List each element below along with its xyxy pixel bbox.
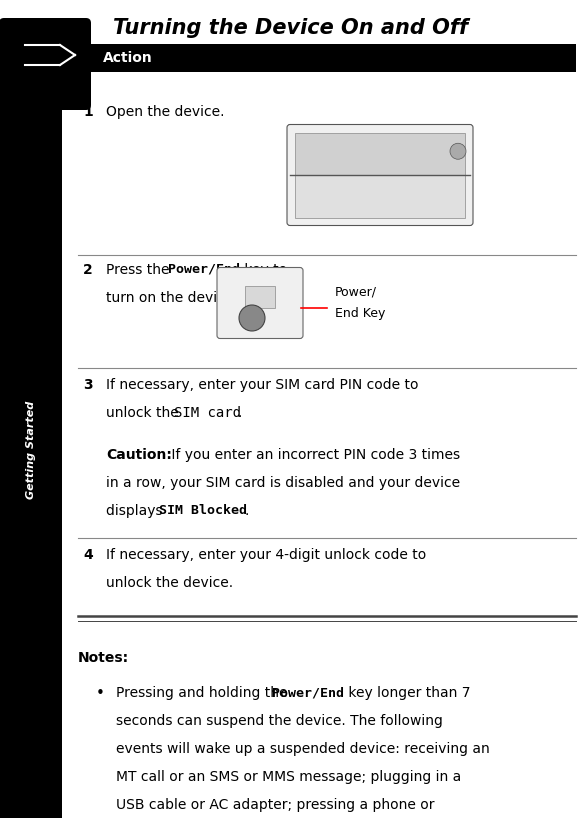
Text: End Key: End Key <box>335 307 385 320</box>
Text: turn on the device.: turn on the device. <box>106 291 238 305</box>
Text: Press the: Press the <box>106 263 174 277</box>
Text: 32: 32 <box>20 791 42 806</box>
Text: seconds can suspend the device. The following: seconds can suspend the device. The foll… <box>116 714 443 728</box>
Text: Turning the Device On and Off: Turning the Device On and Off <box>113 18 468 38</box>
Text: 3: 3 <box>83 378 92 392</box>
Text: key longer than 7: key longer than 7 <box>344 686 471 700</box>
Text: 4: 4 <box>83 548 93 562</box>
Text: If necessary, enter your 4-digit unlock code to: If necessary, enter your 4-digit unlock … <box>106 548 426 562</box>
Circle shape <box>239 305 265 331</box>
Bar <box>0 108 62 818</box>
Text: Open the device.: Open the device. <box>106 105 224 119</box>
Text: Power/End: Power/End <box>168 263 240 276</box>
Text: MT call or an SMS or MMS message; plugging in a: MT call or an SMS or MMS message; pluggi… <box>116 770 461 784</box>
Text: Pressing and holding the: Pressing and holding the <box>116 686 292 700</box>
Text: .: . <box>244 504 248 518</box>
Text: Power/: Power/ <box>335 285 377 298</box>
Circle shape <box>450 143 466 160</box>
Bar <box>78 44 576 72</box>
Text: unlock the: unlock the <box>106 406 183 420</box>
Bar <box>245 286 275 308</box>
Text: Getting Started: Getting Started <box>26 401 36 499</box>
Text: SIM card: SIM card <box>174 406 241 420</box>
Text: unlock the device.: unlock the device. <box>106 576 233 590</box>
Text: USB cable or AC adapter; pressing a phone or: USB cable or AC adapter; pressing a phon… <box>116 798 435 812</box>
FancyBboxPatch shape <box>287 124 473 226</box>
Text: Caution:: Caution: <box>106 448 172 462</box>
Text: 1: 1 <box>83 105 93 119</box>
Text: If necessary, enter your SIM card PIN code to: If necessary, enter your SIM card PIN co… <box>106 378 418 392</box>
Text: in a row, your SIM card is disabled and your device: in a row, your SIM card is disabled and … <box>106 476 460 490</box>
Text: •: • <box>96 686 105 701</box>
Text: .: . <box>237 406 241 420</box>
FancyBboxPatch shape <box>217 267 303 339</box>
Text: displays: displays <box>106 504 167 518</box>
Text: Notes:: Notes: <box>78 651 129 665</box>
FancyBboxPatch shape <box>0 18 91 110</box>
Bar <box>295 133 465 175</box>
Text: If you enter an incorrect PIN code 3 times: If you enter an incorrect PIN code 3 tim… <box>167 448 460 462</box>
Text: SIM Blocked: SIM Blocked <box>159 504 247 517</box>
Text: 2: 2 <box>83 263 93 277</box>
Text: events will wake up a suspended device: receiving an: events will wake up a suspended device: … <box>116 742 490 756</box>
Text: Power/End: Power/End <box>272 686 344 699</box>
Bar <box>295 175 465 218</box>
Text: key to: key to <box>240 263 287 277</box>
Text: Action: Action <box>103 51 153 65</box>
